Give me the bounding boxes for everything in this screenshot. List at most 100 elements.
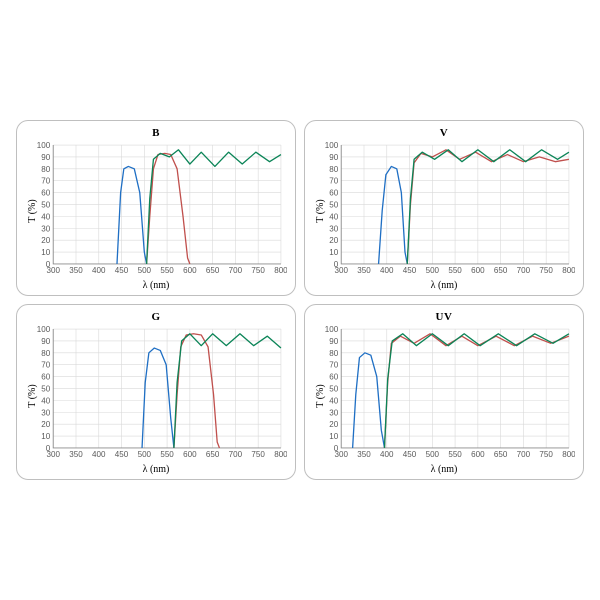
svg-text:600: 600 [183, 450, 197, 459]
svg-text:800: 800 [562, 266, 575, 275]
panel-title: G [25, 311, 287, 323]
y-axis-label: T (%) [315, 384, 326, 407]
svg-text:30: 30 [329, 224, 338, 233]
svg-text:650: 650 [206, 266, 220, 275]
svg-text:400: 400 [92, 450, 106, 459]
svg-text:750: 750 [539, 450, 553, 459]
svg-text:30: 30 [41, 408, 50, 417]
svg-text:10: 10 [329, 432, 338, 441]
svg-text:20: 20 [41, 420, 50, 429]
svg-text:20: 20 [329, 236, 338, 245]
svg-text:500: 500 [138, 450, 152, 459]
series-line [142, 348, 174, 448]
svg-text:700: 700 [517, 450, 531, 459]
svg-text:60: 60 [41, 373, 50, 382]
svg-text:90: 90 [329, 337, 338, 346]
y-axis-label: T (%) [27, 384, 38, 407]
y-axis-label: T (%) [27, 200, 38, 223]
svg-text:350: 350 [69, 450, 83, 459]
panel-title: B [25, 127, 287, 139]
svg-text:600: 600 [183, 266, 197, 275]
page: BT (%)3003504004505005506006507007508000… [0, 0, 600, 600]
svg-text:100: 100 [37, 141, 51, 150]
chart-area: T (%)30035040045050055060065070075080001… [25, 325, 287, 466]
svg-text:550: 550 [448, 266, 462, 275]
svg-text:60: 60 [329, 189, 338, 198]
svg-text:20: 20 [41, 236, 50, 245]
svg-text:100: 100 [37, 325, 51, 334]
svg-text:550: 550 [448, 450, 462, 459]
svg-text:500: 500 [426, 450, 440, 459]
panel-title: V [313, 127, 575, 139]
svg-text:90: 90 [41, 153, 50, 162]
svg-text:60: 60 [41, 189, 50, 198]
series-line [407, 150, 569, 264]
chart-panel-g: G T (%)3003504004505005506006507007508000… [16, 304, 296, 480]
svg-text:60: 60 [329, 373, 338, 382]
chart-svg: 3003504004505005506006507007508000102030… [313, 141, 575, 282]
svg-text:20: 20 [329, 420, 338, 429]
svg-text:0: 0 [334, 444, 339, 453]
svg-text:600: 600 [471, 450, 485, 459]
svg-text:0: 0 [46, 260, 51, 269]
svg-text:650: 650 [494, 450, 508, 459]
svg-text:800: 800 [274, 266, 287, 275]
svg-text:700: 700 [229, 266, 243, 275]
svg-text:350: 350 [357, 266, 371, 275]
series-line [384, 334, 568, 448]
svg-text:350: 350 [69, 266, 83, 275]
svg-text:100: 100 [325, 325, 339, 334]
svg-text:40: 40 [41, 396, 50, 405]
chart-panel-b: BT (%)3003504004505005506006507007508000… [16, 120, 296, 296]
svg-text:750: 750 [251, 450, 265, 459]
svg-text:80: 80 [329, 165, 338, 174]
svg-text:500: 500 [426, 266, 440, 275]
svg-text:800: 800 [562, 450, 575, 459]
chart-area: T (%)30035040045050055060065070075080001… [313, 325, 575, 466]
series-line [147, 150, 281, 264]
svg-text:750: 750 [251, 266, 265, 275]
svg-text:40: 40 [41, 212, 50, 221]
svg-text:0: 0 [46, 444, 51, 453]
chart-panel-uv: UV T (%)300350400450500550600650700750800… [304, 304, 584, 480]
series-line [379, 166, 408, 263]
svg-text:70: 70 [41, 177, 50, 186]
chart-svg: 3003504004505005506006507007508000102030… [313, 325, 575, 466]
chart-svg: 3003504004505005506006507007508000102030… [25, 325, 287, 466]
svg-text:550: 550 [160, 266, 174, 275]
svg-text:10: 10 [329, 248, 338, 257]
svg-text:10: 10 [41, 248, 50, 257]
svg-text:50: 50 [329, 200, 338, 209]
svg-text:450: 450 [115, 266, 129, 275]
svg-text:700: 700 [229, 450, 243, 459]
series-line [384, 334, 568, 448]
svg-text:750: 750 [539, 266, 553, 275]
svg-text:70: 70 [329, 177, 338, 186]
chart-area: T (%)30035040045050055060065070075080001… [25, 141, 287, 282]
svg-text:40: 40 [329, 396, 338, 405]
svg-text:400: 400 [92, 266, 106, 275]
svg-text:400: 400 [380, 450, 394, 459]
svg-text:650: 650 [206, 450, 220, 459]
svg-text:400: 400 [380, 266, 394, 275]
chart-area: T (%)30035040045050055060065070075080001… [313, 141, 575, 282]
panel-title: UV [313, 311, 575, 323]
svg-text:30: 30 [329, 408, 338, 417]
svg-text:70: 70 [329, 361, 338, 370]
svg-text:450: 450 [115, 450, 129, 459]
y-axis-label: T (%) [315, 200, 326, 223]
svg-text:650: 650 [494, 266, 508, 275]
svg-text:90: 90 [329, 153, 338, 162]
svg-text:450: 450 [403, 450, 417, 459]
svg-text:100: 100 [325, 141, 339, 150]
svg-text:800: 800 [274, 450, 287, 459]
svg-text:450: 450 [403, 266, 417, 275]
svg-text:80: 80 [41, 165, 50, 174]
series-line [407, 150, 569, 264]
svg-text:600: 600 [471, 266, 485, 275]
svg-text:50: 50 [41, 200, 50, 209]
svg-text:80: 80 [329, 349, 338, 358]
svg-text:50: 50 [329, 385, 338, 394]
svg-text:0: 0 [334, 260, 339, 269]
svg-text:90: 90 [41, 337, 50, 346]
